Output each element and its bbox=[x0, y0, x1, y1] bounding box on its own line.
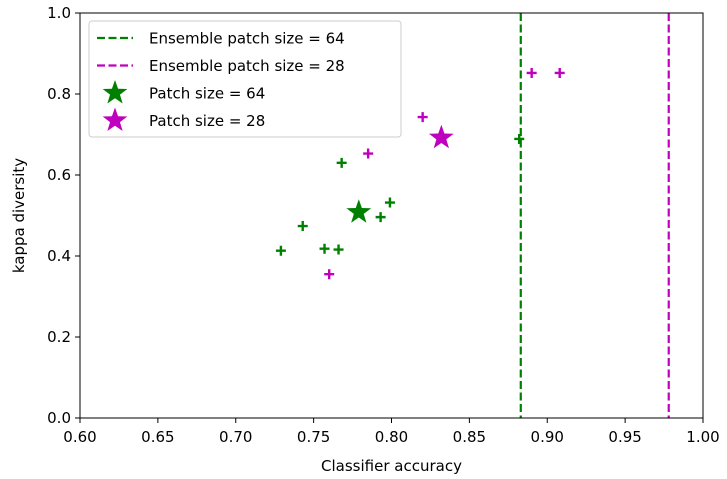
x-tick-label-7: 0.95 bbox=[608, 428, 641, 446]
plus-marker-5-4 bbox=[554, 67, 565, 78]
plus-marker-4-4 bbox=[336, 157, 347, 168]
y-axis-label: kappa diversity bbox=[10, 158, 28, 273]
x-tick-label-1: 0.65 bbox=[141, 428, 174, 446]
x-tick-label-5: 0.85 bbox=[453, 428, 486, 446]
legend-label-3: Patch size = 28 bbox=[149, 112, 265, 130]
x-tick-label-2: 0.70 bbox=[219, 428, 252, 446]
x-tick-label-0: 0.60 bbox=[63, 428, 96, 446]
plot-marks bbox=[275, 13, 670, 418]
x-tick-label-3: 0.75 bbox=[297, 428, 330, 446]
plus-marker-4-7 bbox=[514, 133, 525, 144]
legend-label-1: Ensemble patch size = 28 bbox=[149, 57, 345, 75]
plus-marker-4-0 bbox=[275, 245, 286, 256]
y-tick-label-4: 0.8 bbox=[47, 85, 71, 103]
plus-marker-4-1 bbox=[297, 221, 308, 232]
plus-marker-5-0 bbox=[324, 269, 335, 280]
star-marker-2-0 bbox=[346, 199, 372, 223]
legend: Ensemble patch size = 64 Ensemble patch s… bbox=[88, 20, 402, 138]
plus-marker-4-3 bbox=[333, 244, 344, 255]
y-tick-label-5: 1.0 bbox=[47, 4, 71, 22]
plus-marker-5-1 bbox=[363, 148, 374, 159]
plus-marker-4-5 bbox=[375, 212, 386, 223]
plus-marker-5-2 bbox=[417, 112, 428, 123]
x-axis-label: Classifier accuracy bbox=[321, 457, 462, 475]
legend-star-3 bbox=[102, 107, 128, 132]
x-tick-label-8: 1.00 bbox=[686, 428, 719, 446]
legend-label-2: Patch size = 64 bbox=[149, 85, 265, 103]
legend-star-2 bbox=[102, 80, 128, 104]
y-tick-label-0: 0.0 bbox=[47, 409, 71, 427]
star-marker-3-0 bbox=[428, 124, 454, 149]
axes: 0.60 0.65 0.70 0.75 0.80 0.85 0.90 0.95 1.00 0.0 0… bbox=[47, 4, 720, 446]
x-tick-label-6: 0.90 bbox=[531, 428, 564, 446]
y-tick-label-1: 0.2 bbox=[47, 328, 71, 346]
y-tick-label-3: 0.6 bbox=[47, 166, 71, 184]
x-tick-label-4: 0.80 bbox=[375, 428, 408, 446]
legend-box bbox=[88, 20, 402, 138]
plus-marker-4-6 bbox=[384, 197, 395, 208]
plus-marker-5-3 bbox=[526, 67, 537, 78]
plus-marker-4-2 bbox=[319, 243, 330, 254]
legend-label-0: Ensemble patch size = 64 bbox=[149, 30, 345, 48]
y-tick-label-2: 0.4 bbox=[47, 247, 71, 265]
